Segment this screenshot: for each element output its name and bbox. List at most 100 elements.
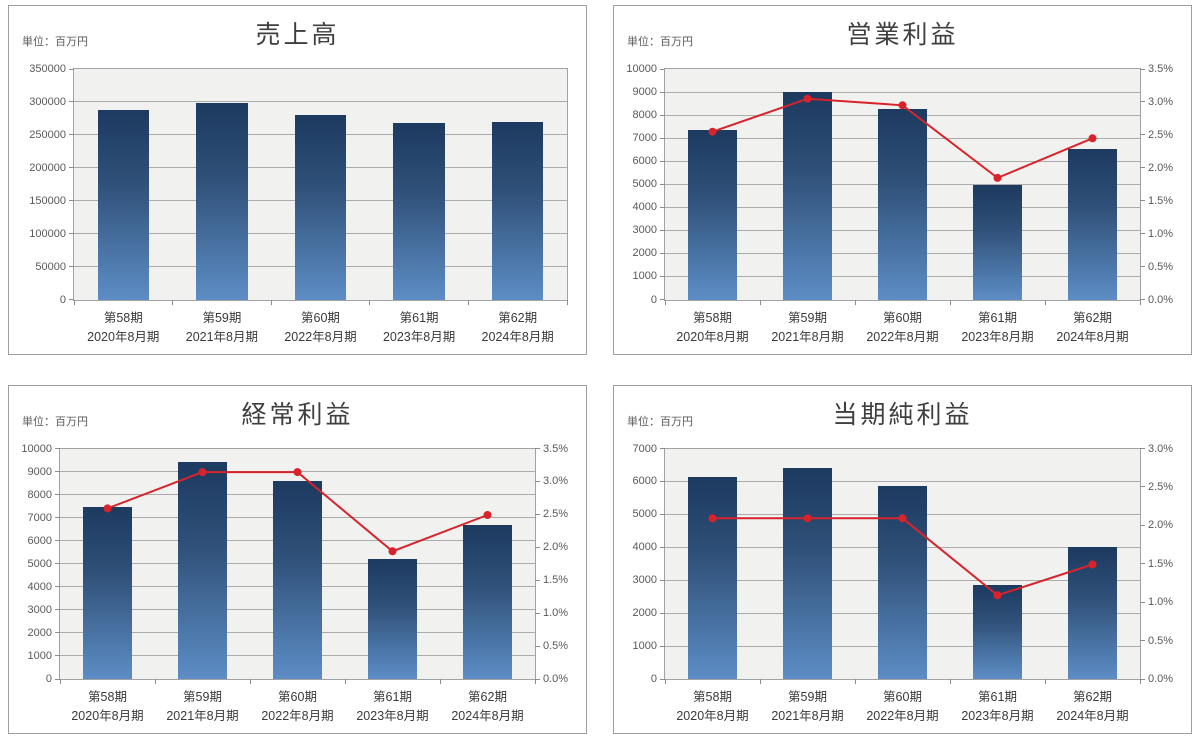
unit-label: 単位：百万円: [627, 415, 693, 428]
secondary-axis-tick-mark: [1140, 448, 1145, 449]
x-category-label: 第62期 2024年8月期: [1045, 309, 1140, 347]
y-axis-tick-mark: [660, 252, 665, 254]
y-axis-tick-mark: [69, 134, 74, 136]
secondary-axis-tick-label: 0.5%: [1148, 634, 1174, 647]
y-axis-tick-mark: [55, 632, 60, 634]
y-axis-tick-mark: [55, 517, 60, 519]
secondary-axis-tick-label: 1.0%: [1148, 596, 1174, 609]
secondary-axis-tick-label: 2.0%: [1148, 161, 1174, 174]
x-axis-tick-mark: [759, 299, 761, 305]
x-category-label: 第58期 2020年8月期: [665, 309, 760, 347]
y-axis-tick-label: 2000: [632, 607, 657, 620]
y-axis-tick-label: 300000: [29, 95, 66, 108]
x-category-period: 2022年8月期: [866, 329, 939, 344]
x-axis-tick-mark: [949, 679, 951, 684]
y-axis-tick-label: 9000: [27, 465, 52, 478]
y-axis-tick-label: 1000: [632, 640, 657, 653]
secondary-axis-tick-label: 2.5%: [543, 508, 569, 521]
x-category-period: 2020年8月期: [71, 709, 144, 723]
x-axis-tick-mark: [1044, 679, 1046, 684]
y-axis-tick-label: 7000: [632, 132, 657, 145]
chart-title-revenue: 売上高: [255, 21, 340, 49]
x-category-term: 第59期: [788, 310, 827, 325]
x-category-period: 2023年8月期: [356, 709, 429, 723]
x-category-label: 第59期 2021年8月期: [155, 688, 250, 726]
x-axis-tick-mark: [344, 679, 346, 684]
secondary-axis-tick-label: 0.5%: [1148, 260, 1174, 273]
gridline: [665, 91, 1140, 93]
x-category-label: 第61期 2023年8月期: [950, 309, 1045, 347]
secondary-axis-tick-label: 2.0%: [1148, 519, 1174, 532]
bar: [687, 476, 738, 679]
bar: [177, 462, 228, 679]
y-axis-tick-label: 100000: [29, 227, 66, 240]
secondary-axis-tick-label: 0.0%: [543, 673, 569, 685]
unit-label: 単位：百万円: [22, 36, 88, 48]
y-axis-tick-label: 8000: [632, 109, 657, 122]
secondary-axis-tick-mark: [535, 513, 540, 515]
chart-box-ordinary-income: 単位：百万円 経常利益 10000 9000 8000 7000 6000 5000 400…: [8, 384, 587, 734]
y-axis-tick-mark: [660, 480, 665, 482]
bar: [367, 559, 418, 679]
bar: [97, 109, 149, 300]
gridline: [665, 480, 1140, 482]
plot-area-net-income: 7000 6000 5000 4000 3000 2000 1000 0 3.0% 2.5% 2.0…: [633, 443, 1174, 724]
secondary-axis-tick-label: 1.5%: [1148, 557, 1174, 570]
y-axis-tick-label: 5000: [27, 557, 52, 570]
y-axis-tick-mark: [660, 579, 665, 581]
x-category-period: 2024年8月期: [1056, 709, 1129, 723]
bar: [1067, 148, 1118, 300]
ratio-line-marker: [388, 546, 397, 555]
secondary-axis-tick-mark: [535, 448, 540, 449]
chart-title-net-income: 当期純利益: [832, 400, 973, 429]
unit-label: 単位：百万円: [627, 36, 693, 48]
x-axis-tick-mark: [154, 679, 156, 684]
y-axis-tick-mark: [660, 645, 665, 647]
y-axis-tick-label: 1000: [632, 270, 657, 283]
y-axis-tick-label: 3000: [27, 603, 52, 616]
y-axis-tick-label: 4000: [632, 201, 657, 214]
y-axis-tick-mark: [69, 266, 74, 268]
x-category-label: 第60期 2022年8月期: [250, 688, 345, 726]
secondary-axis-tick-label: 0.0%: [1148, 293, 1174, 306]
unit-label: 単位：百万円: [22, 415, 88, 428]
y-axis-tick-mark: [55, 678, 60, 680]
y-axis-tick-label: 4000: [632, 541, 657, 554]
x-category-label: 第61期 2023年8月期: [370, 309, 469, 347]
secondary-axis-tick-label: 3.5%: [1148, 63, 1174, 75]
chart-title-operating-income: 営業利益: [846, 21, 959, 49]
y-axis-tick-mark: [660, 678, 665, 680]
secondary-axis-tick-label: 2.0%: [543, 541, 569, 554]
bar: [294, 115, 347, 300]
y-axis-tick-label: 7000: [632, 442, 657, 455]
x-category-term: 第62期: [1073, 310, 1112, 325]
y-axis-tick-mark: [660, 275, 665, 277]
ratio-line-marker: [898, 513, 907, 522]
ratio-line-chart: [708, 513, 1097, 599]
ratio-line: [712, 516, 1093, 596]
y-axis-tick-mark: [660, 183, 665, 185]
x-category-term: 第62期: [498, 310, 538, 325]
x-category-label: 第59期 2021年8月期: [760, 309, 855, 347]
x-category-label: 第59期 2021年8月期: [760, 688, 855, 726]
y-axis-tick-mark: [55, 540, 60, 542]
x-axis-tick-mark: [1044, 299, 1046, 305]
secondary-axis-tick-mark: [1140, 134, 1145, 136]
x-category-label: 第58期 2020年8月期: [665, 688, 760, 726]
y-axis-tick-label: 5000: [632, 178, 657, 191]
y-axis-tick-label: 1000: [27, 649, 52, 662]
y-axis-tick-mark: [55, 586, 60, 588]
x-category-period: 2021年8月期: [771, 329, 844, 344]
x-category-term: 第58期: [693, 310, 732, 325]
plot-area-revenue: 350000 300000 250000 200000 150000 100000 5000…: [29, 63, 568, 344]
x-category-label: 第62期 2024年8月期: [468, 309, 567, 347]
y-axis-tick-mark: [660, 206, 665, 208]
bar: [393, 123, 445, 300]
secondary-axis-tick-label: 2.5%: [1148, 128, 1174, 141]
y-axis-tick-mark: [660, 114, 665, 116]
secondary-axis-tick-mark: [535, 480, 540, 482]
bar: [782, 468, 833, 679]
ratio-line-marker: [293, 467, 302, 476]
x-category-term: 第61期: [399, 310, 439, 325]
x-axis-tick-mark: [949, 299, 951, 305]
